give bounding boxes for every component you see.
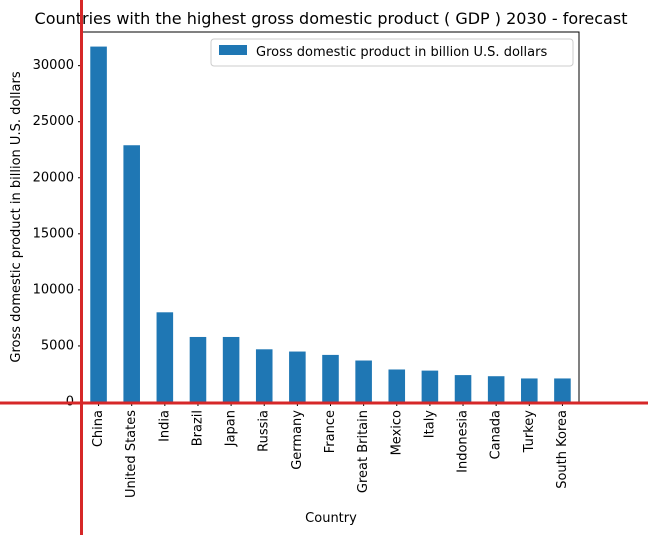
chart-title: Countries with the highest gross domesti…: [35, 9, 628, 28]
bar-italy: [421, 370, 439, 402]
bar-indonesia: [454, 375, 472, 402]
x-tick-label: Germany: [290, 410, 305, 470]
bar-france: [322, 354, 339, 402]
y-axis: 050001000015000200002500030000: [33, 58, 82, 410]
x-tick-label: India: [157, 410, 172, 442]
y-axis-label: Gross domestic product in billion U.S. d…: [9, 71, 24, 362]
x-axis-label: Country: [305, 511, 357, 526]
bar-brazil: [189, 336, 207, 402]
x-axis: China United States India Brazil Japan Russia…: [91, 402, 570, 498]
legend-box: [210, 38, 574, 67]
y-tick-label: 10000: [33, 282, 74, 297]
bar-turkey: [521, 378, 538, 402]
x-tick-label: Great Britain: [356, 410, 371, 493]
x-tick-label: Turkey: [522, 410, 537, 454]
x-tick-label: France: [323, 410, 338, 453]
bar-china: [90, 46, 107, 403]
plot-area: [81, 31, 580, 403]
x-tick-label: China: [91, 410, 106, 447]
x-tick-label: Brazil: [190, 410, 205, 446]
x-tick-label: Japan: [224, 410, 239, 447]
bar-great-britain: [355, 360, 372, 402]
y-tick-label: 20000: [33, 170, 74, 185]
bar-japan: [222, 336, 240, 402]
legend: Gross domestic product in billion U.S. d…: [210, 38, 574, 67]
bar-mexico: [388, 369, 406, 402]
x-tick-label: Indonesia: [456, 410, 471, 473]
x-tick-label: Canada: [489, 410, 504, 459]
bar-canada: [487, 376, 505, 402]
y-tick-label: 25000: [33, 114, 74, 129]
x-tick-label: South Korea: [555, 410, 570, 489]
x-tick-label: United States: [124, 410, 139, 498]
legend-label: Gross domestic product in billion U.S. d…: [256, 45, 547, 60]
legend-swatch: [219, 45, 247, 55]
bars: [90, 46, 571, 403]
bar-russia: [255, 349, 273, 402]
bar-united-states: [123, 145, 140, 402]
x-tick-label: Russia: [257, 410, 272, 452]
x-tick-label: Italy: [422, 410, 437, 439]
bar-india: [156, 312, 174, 402]
y-tick-label: 30000: [33, 58, 74, 73]
bar-south-korea: [554, 378, 571, 402]
x-tick-label: Mexico: [389, 410, 404, 455]
y-tick-label: 15000: [33, 226, 74, 241]
y-tick-label: 5000: [41, 338, 74, 353]
bar-germany: [289, 351, 306, 402]
